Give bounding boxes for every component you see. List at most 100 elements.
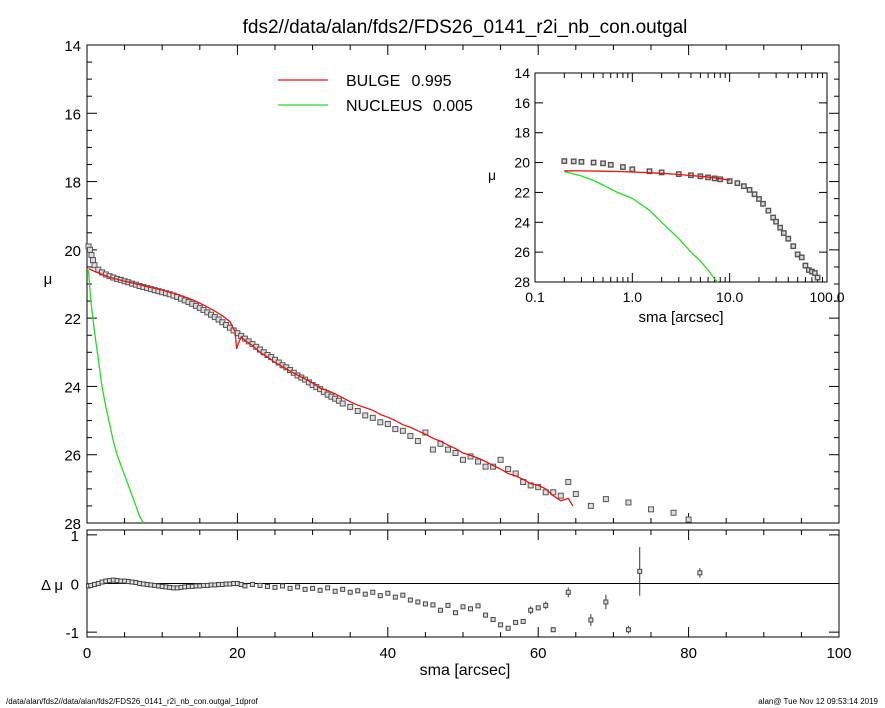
residual-point [520, 618, 526, 624]
residual-point [310, 585, 316, 591]
residual-point [249, 581, 255, 587]
residual-series [86, 547, 839, 634]
main-nucleus-line [87, 270, 144, 524]
residual-point [460, 604, 466, 610]
main-data-point [497, 456, 504, 463]
inset-y-tick-label: 16 [514, 95, 530, 111]
main-data-point [587, 502, 594, 509]
main-data-point [87, 246, 94, 253]
inset-data-point [658, 169, 665, 176]
main-data-point [475, 458, 482, 465]
residual-point [475, 603, 481, 609]
main-data-point [369, 414, 376, 421]
residual-point [550, 627, 556, 633]
main-plot: 14 16 18 20 22 24 26 28 μ BULGE 0.995 NUCLEUS 0.00… [44, 38, 840, 533]
residual-point [625, 627, 631, 633]
inset-x-axis-label: sma [arcsec] [638, 309, 723, 326]
residual-y-axis-label: Δ μ [41, 577, 63, 594]
main-data-point [670, 509, 677, 516]
main-y-tick-label: 28 [64, 516, 81, 533]
legend-value-bulge: 0.995 [412, 73, 452, 90]
residual-y-tick-label: -1 [66, 625, 79, 642]
inset-data-point [814, 274, 821, 281]
main-y-ticks: 14 16 18 20 22 24 26 28 [64, 38, 839, 533]
main-y-tick-label: 22 [64, 311, 81, 328]
residual-point [264, 583, 270, 589]
main-data-point [384, 420, 391, 427]
inset-data-point [726, 178, 733, 184]
residual-point [325, 585, 331, 591]
inset-data-point [790, 243, 797, 250]
inset-data-point [760, 200, 766, 207]
residual-point [565, 589, 571, 595]
inset-data-point [811, 270, 818, 276]
inset-nucleus-line [564, 170, 718, 283]
residual-point [505, 625, 511, 631]
inset-data-point [777, 224, 784, 231]
main-data-point [505, 466, 512, 473]
main-data-point [354, 408, 361, 415]
inset-y-tick-label: 18 [514, 125, 530, 141]
main-data-point [602, 496, 609, 503]
inset-y-tick-label: 26 [514, 244, 530, 260]
residual-point [490, 616, 496, 622]
inset-data-point [646, 168, 653, 175]
inset-y-tick-label: 20 [514, 155, 530, 171]
residual-point [340, 586, 346, 592]
residual-plot: -101 0 20 40 60 80 100 Δ μ sma [arcsec] [41, 528, 852, 679]
inset-data-point [590, 159, 597, 166]
residual-point [302, 586, 308, 592]
inset-data-point [770, 214, 777, 221]
residual-x-tick-label: 0 [83, 645, 91, 662]
chart-title: fds2//data/alan/fds2/FDS26_0141_r2i_nb_c… [243, 17, 688, 38]
main-data-point [90, 257, 97, 264]
main-data-point [625, 499, 632, 506]
inset-y-tick-label: 28 [514, 274, 530, 290]
inset-data-point [773, 218, 780, 225]
residual-point [437, 607, 443, 613]
inset-data-point [578, 158, 585, 165]
residual-point [295, 584, 301, 590]
inset-plot-frame [534, 72, 828, 283]
residual-x-tick-label: 100 [826, 645, 851, 662]
residual-point [317, 587, 323, 593]
legend-label-nucleus: NUCLEUS [346, 98, 422, 115]
main-series [85, 243, 692, 524]
main-x-ticks [86, 45, 840, 523]
footer-timestamp: alan@ Tue Nov 12 09:53:14 2019 [758, 697, 878, 706]
inset-series [561, 158, 821, 283]
main-y-tick-label: 16 [64, 106, 81, 123]
residual-point [377, 593, 383, 599]
residual-point [543, 602, 549, 608]
inset-bulge-line [564, 170, 730, 181]
main-y-tick-label: 24 [64, 379, 81, 396]
main-data-point [407, 432, 414, 439]
inset-data-point [570, 158, 577, 165]
inset-data-point [607, 161, 614, 168]
inset-data-point [756, 196, 762, 202]
main-data-point [444, 446, 451, 453]
residual-x-axis-label: sma [arcsec] [420, 662, 511, 679]
inset-data-point [740, 183, 747, 190]
residual-point [445, 602, 451, 608]
inset-data-point [765, 207, 772, 214]
residual-point [430, 602, 436, 608]
residual-point [400, 592, 406, 598]
legend-label-bulge: BULGE [346, 73, 400, 90]
main-data-point [399, 427, 406, 434]
inset-data-point [798, 254, 805, 261]
main-data-point [88, 251, 95, 258]
inset-data-point [746, 186, 753, 193]
residual-y-ticks: -1 0 1 [66, 528, 839, 642]
main-data-point [339, 400, 346, 407]
residual-x-tick-label: 80 [680, 645, 697, 662]
inset-x-ticks: 0.1 1.0 10.0 100.0 [525, 73, 845, 305]
main-data-point [429, 446, 436, 453]
inset-data-point [794, 251, 801, 258]
residual-y-tick-label: 1 [71, 528, 79, 545]
main-data-point [377, 419, 384, 426]
main-data-point [550, 489, 557, 496]
residual-point [362, 591, 368, 597]
residual-point [637, 568, 643, 574]
